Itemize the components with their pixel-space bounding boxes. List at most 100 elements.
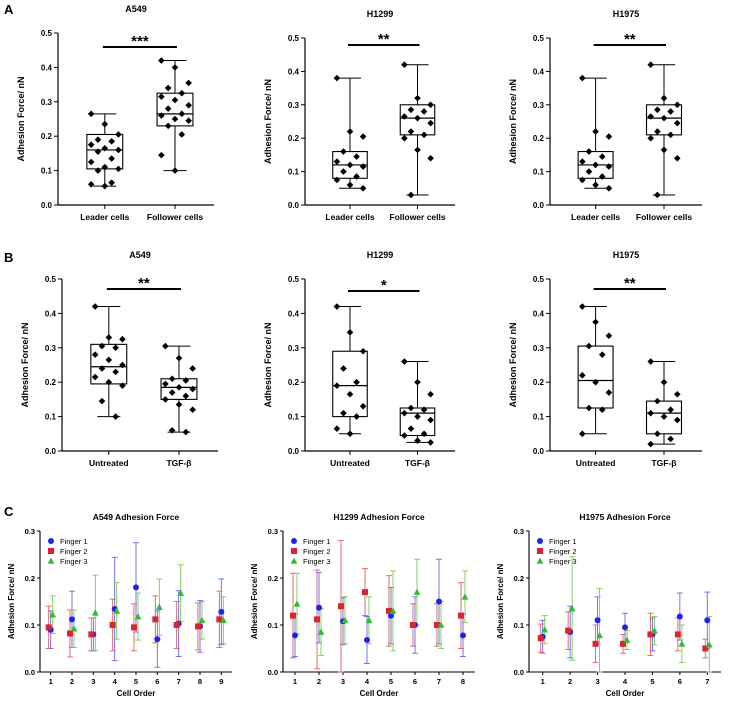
y-tick-label: 0.4: [288, 309, 300, 318]
data-point: [346, 390, 354, 398]
data-point: [158, 93, 165, 100]
x-tick-label: 7: [705, 677, 709, 686]
marker-circle: [291, 538, 297, 544]
marker-triangle: [70, 625, 78, 632]
marker-square: [702, 645, 709, 652]
x-tick-label: 6: [155, 677, 159, 686]
box-2: [160, 342, 198, 436]
data-point: [346, 329, 354, 336]
scatter-chart-C3: H1975 Adhesion Force 0.0 0.1 0.2 0.3 Adhesion…: [496, 512, 721, 698]
data-point: [112, 368, 119, 376]
marker-triangle: [678, 640, 686, 647]
data-point: [407, 425, 415, 432]
marker-triangle: [177, 589, 185, 596]
legend-label: Finger 1: [60, 537, 88, 546]
box-iqr: [160, 378, 198, 400]
data-point: [401, 358, 408, 365]
data-point: [414, 94, 421, 102]
data-point: [98, 397, 106, 405]
marker-circle: [676, 613, 683, 620]
data-point: [592, 128, 599, 135]
significance-label: *: [381, 277, 387, 294]
data-point: [420, 131, 428, 139]
x-category-label: Leader cells: [325, 212, 374, 222]
y-tick-label: 0.1: [514, 621, 524, 630]
x-tick-label: 9: [219, 677, 223, 686]
panel-label-c: C: [4, 504, 14, 519]
y-tick-label: 0.0: [533, 201, 545, 210]
x-category-label: Follower cells: [147, 212, 203, 222]
data-point: [654, 430, 661, 438]
marker-triangle: [47, 557, 55, 564]
marker-square: [173, 622, 180, 628]
data-point: [182, 392, 190, 400]
data-point: [112, 413, 119, 420]
data-point: [91, 373, 99, 381]
x-category-label: Follower cells: [389, 212, 445, 222]
panel-label-b: B: [4, 250, 13, 265]
data-point: [407, 191, 415, 199]
marker-triangle: [341, 616, 349, 624]
data-point: [414, 413, 421, 420]
series-1-errorbars: [292, 558, 466, 664]
data-point: [359, 402, 367, 410]
y-tick-label: 0.3: [288, 344, 300, 353]
y-tick-label: 0.4: [533, 67, 545, 76]
marker-circle: [218, 608, 225, 615]
data-point: [673, 390, 681, 398]
x-tick-label: 5: [134, 677, 138, 686]
marker-square: [565, 627, 572, 634]
data-point: [605, 163, 613, 170]
chart-title: H1975: [613, 250, 640, 260]
data-point: [91, 351, 99, 358]
data-point: [427, 390, 434, 398]
y-tick-label: 0.0: [41, 201, 53, 210]
marker-circle: [460, 632, 466, 639]
data-point: [654, 128, 661, 135]
y-tick-label: 0.1: [533, 413, 545, 422]
data-point: [178, 89, 186, 97]
marker-circle: [316, 604, 322, 611]
y-tick-label: 0.0: [514, 668, 524, 677]
data-point: [414, 378, 421, 386]
marker-triangle: [568, 605, 576, 612]
data-point: [168, 427, 176, 434]
y-tick-label: 0.4: [533, 309, 545, 318]
marker-square: [647, 631, 654, 638]
x-tick-label: 4: [113, 677, 118, 686]
data-point: [115, 146, 122, 154]
data-point: [401, 432, 408, 439]
y-tick-label: 0.5: [288, 34, 300, 43]
significance-label: ***: [131, 33, 149, 50]
data-point: [175, 401, 183, 408]
x-tick-label: 6: [678, 677, 682, 686]
data-point: [346, 430, 354, 438]
series-2-points: [537, 627, 709, 652]
data-point: [98, 342, 106, 350]
y-tick-label: 0.0: [533, 447, 545, 456]
marker-square: [314, 616, 320, 623]
marker-triangle: [541, 626, 549, 633]
chart-title: A549: [129, 250, 151, 260]
marker-square: [291, 548, 297, 554]
data-point: [667, 435, 674, 443]
marker-square: [45, 624, 52, 631]
marker-triangle: [437, 621, 445, 628]
x-tick-label: 3: [91, 677, 95, 686]
chart-title: H1299 Adhesion Force: [333, 512, 425, 522]
boxplot-A1: A549 0.0 0.1 0.2 0.3 0.4 0.5 Adhesion Force/ nN…: [16, 4, 214, 222]
y-tick-label: 0.1: [288, 413, 300, 422]
data-point: [87, 110, 95, 118]
y-tick-label: 0.4: [288, 67, 300, 76]
box-iqr: [577, 345, 614, 409]
data-point: [346, 181, 354, 189]
data-point: [94, 148, 102, 155]
y-tick-label: 0.1: [288, 168, 300, 177]
significance-label: **: [138, 275, 150, 292]
data-point: [598, 153, 606, 160]
data-point: [171, 64, 179, 71]
x-tick-label: 3: [595, 677, 599, 686]
y-tick-label: 0.1: [25, 621, 35, 630]
y-axis-label: Adhesion Force/ nN: [7, 563, 16, 639]
marker-triangle: [623, 636, 631, 643]
